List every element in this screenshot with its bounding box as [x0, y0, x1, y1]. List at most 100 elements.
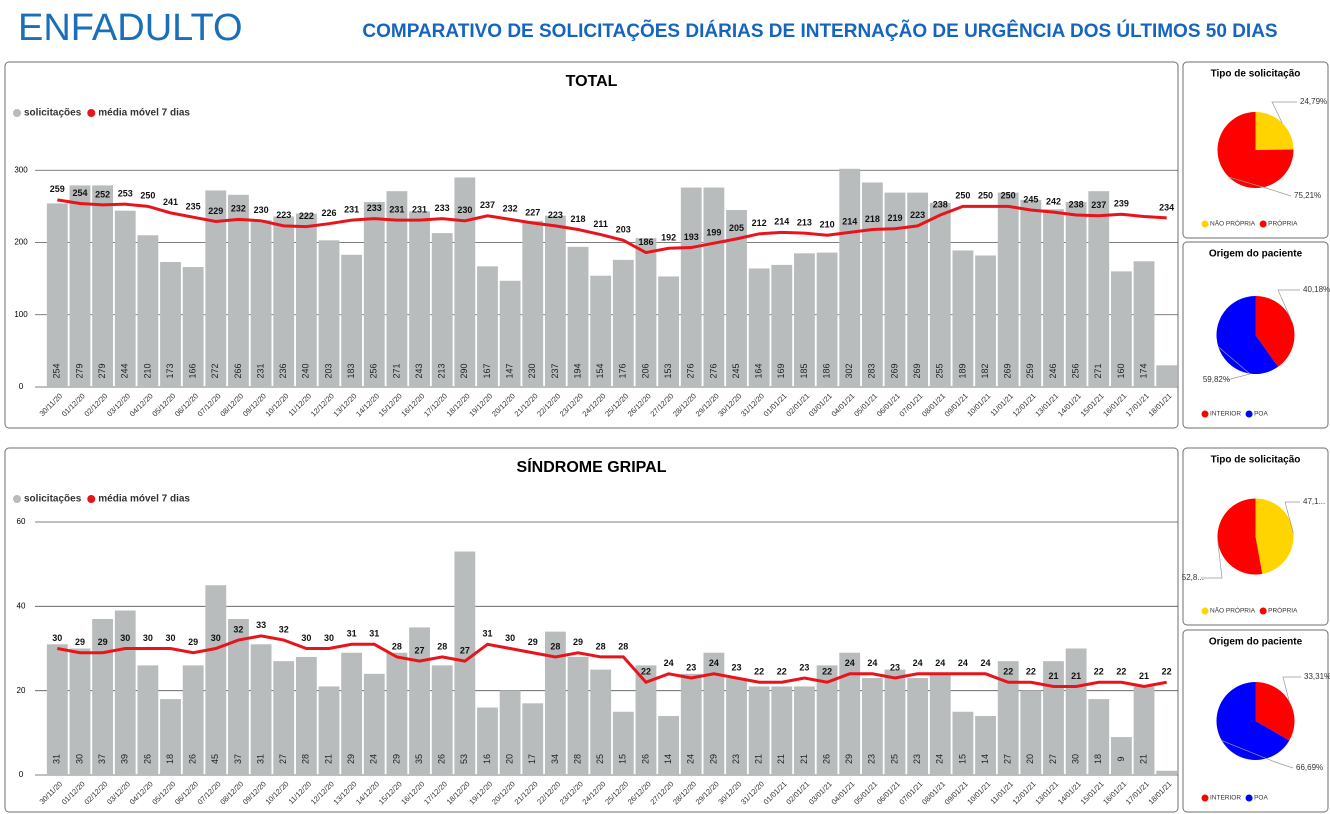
- bar: [544, 215, 566, 387]
- line-label: 223: [548, 210, 563, 220]
- pie-slice: [1255, 112, 1294, 150]
- legend-marker: [1201, 794, 1209, 802]
- bar: [771, 686, 793, 775]
- line-label: 23: [890, 662, 900, 672]
- line-label: 30: [143, 633, 153, 643]
- line-label: 28: [392, 641, 402, 651]
- pie-label: 59,82%: [1203, 375, 1230, 384]
- line-label: 218: [865, 214, 880, 224]
- bar: [748, 268, 770, 387]
- line-label: 238: [933, 199, 948, 209]
- bar: [341, 652, 363, 775]
- bar: [114, 610, 136, 775]
- bar-label: 45: [210, 754, 220, 764]
- bar-label: 31: [255, 754, 265, 764]
- line-label: 24: [958, 658, 968, 668]
- line-label: 30: [505, 633, 515, 643]
- bar: [1133, 686, 1155, 775]
- bar-label: 14: [980, 754, 990, 764]
- line-label: 24: [913, 658, 923, 668]
- bar: [522, 220, 544, 387]
- line-label: 22: [822, 667, 832, 677]
- bar: [114, 210, 136, 387]
- bar: [544, 631, 566, 775]
- bar: [228, 194, 249, 387]
- line-label: 238: [1069, 199, 1084, 209]
- chart-title: SÍNDROME GRIPAL: [517, 457, 667, 476]
- bar-label: 29: [346, 754, 356, 764]
- y-tick-label: 200: [14, 238, 28, 247]
- bar: [386, 191, 408, 387]
- pie-slice: [1216, 296, 1279, 374]
- line-label: 24: [845, 658, 855, 668]
- legend-marker: [1245, 410, 1253, 418]
- bar: [997, 192, 1019, 387]
- bar: [499, 690, 521, 775]
- bar: [182, 665, 204, 775]
- pie-label: 52,8...: [1182, 573, 1204, 582]
- bar-label: 231: [255, 363, 265, 378]
- y-tick-label: 60: [17, 517, 26, 526]
- bar: [46, 203, 68, 387]
- line-label: 24: [664, 658, 674, 668]
- bar: [499, 280, 521, 387]
- line-label: 210: [820, 220, 835, 230]
- line-label: 22: [754, 667, 764, 677]
- bar-label: 269: [912, 363, 922, 378]
- bar: [816, 665, 838, 775]
- line-label: 29: [75, 637, 85, 647]
- line-label: 22: [1116, 667, 1126, 677]
- pie-label: 24,79%: [1300, 97, 1327, 106]
- bar: [454, 177, 476, 387]
- bar-label: 18: [165, 754, 175, 764]
- line-label: 212: [752, 218, 767, 228]
- page-title: COMPARATIVO DE SOLICITAÇÕES DIÁRIAS DE I…: [362, 20, 1277, 42]
- bar: [726, 678, 747, 775]
- bar: [567, 246, 589, 387]
- bar: [273, 216, 295, 387]
- bar: [205, 585, 227, 775]
- line-label: 233: [435, 203, 450, 213]
- bar-label: 35: [414, 754, 424, 764]
- bar: [952, 250, 974, 387]
- bar-label: 39: [120, 754, 130, 764]
- pie-label: 40,18%: [1303, 285, 1330, 294]
- bar-label: 30: [1070, 754, 1080, 764]
- leader-line: [1221, 740, 1294, 769]
- leader-line: [1271, 101, 1297, 124]
- line-label: 21: [1139, 671, 1149, 681]
- line-label: 24: [709, 658, 719, 668]
- bar: [658, 276, 680, 387]
- bar: [907, 192, 929, 387]
- bar-label: 37: [97, 754, 107, 764]
- line-label: 28: [596, 641, 606, 651]
- bar-label: 167: [482, 363, 492, 378]
- line-label: 241: [163, 197, 178, 207]
- bar-label: 244: [120, 363, 130, 378]
- bar-label: 237: [550, 363, 560, 378]
- line-label: 22: [1003, 667, 1013, 677]
- pie-title: Tipo de solicitação: [1211, 69, 1301, 80]
- bar: [92, 618, 114, 775]
- bar-label: 169: [776, 363, 786, 378]
- pie-title: Origem do paciente: [1209, 637, 1303, 648]
- line-label: 21: [1071, 671, 1081, 681]
- y-tick-label: 20: [17, 686, 26, 695]
- bar: [748, 686, 770, 775]
- bar-label: 26: [640, 754, 650, 764]
- line-label: 231: [412, 204, 427, 214]
- line-label: 245: [1023, 194, 1038, 204]
- bar: [454, 551, 476, 775]
- bar-label: 9: [1116, 756, 1126, 761]
- bar-label: 34: [550, 754, 560, 764]
- bar-label: 27: [278, 754, 288, 764]
- bar-label: 236: [278, 363, 288, 378]
- bar-label: 302: [844, 363, 854, 378]
- line-label: 214: [774, 217, 789, 227]
- pie-slice: [1216, 682, 1290, 760]
- line-label: 250: [140, 191, 155, 201]
- line-label: 24: [981, 658, 991, 668]
- line-label: 214: [842, 217, 857, 227]
- line-label: 24: [935, 658, 945, 668]
- legend-marker: [13, 495, 21, 503]
